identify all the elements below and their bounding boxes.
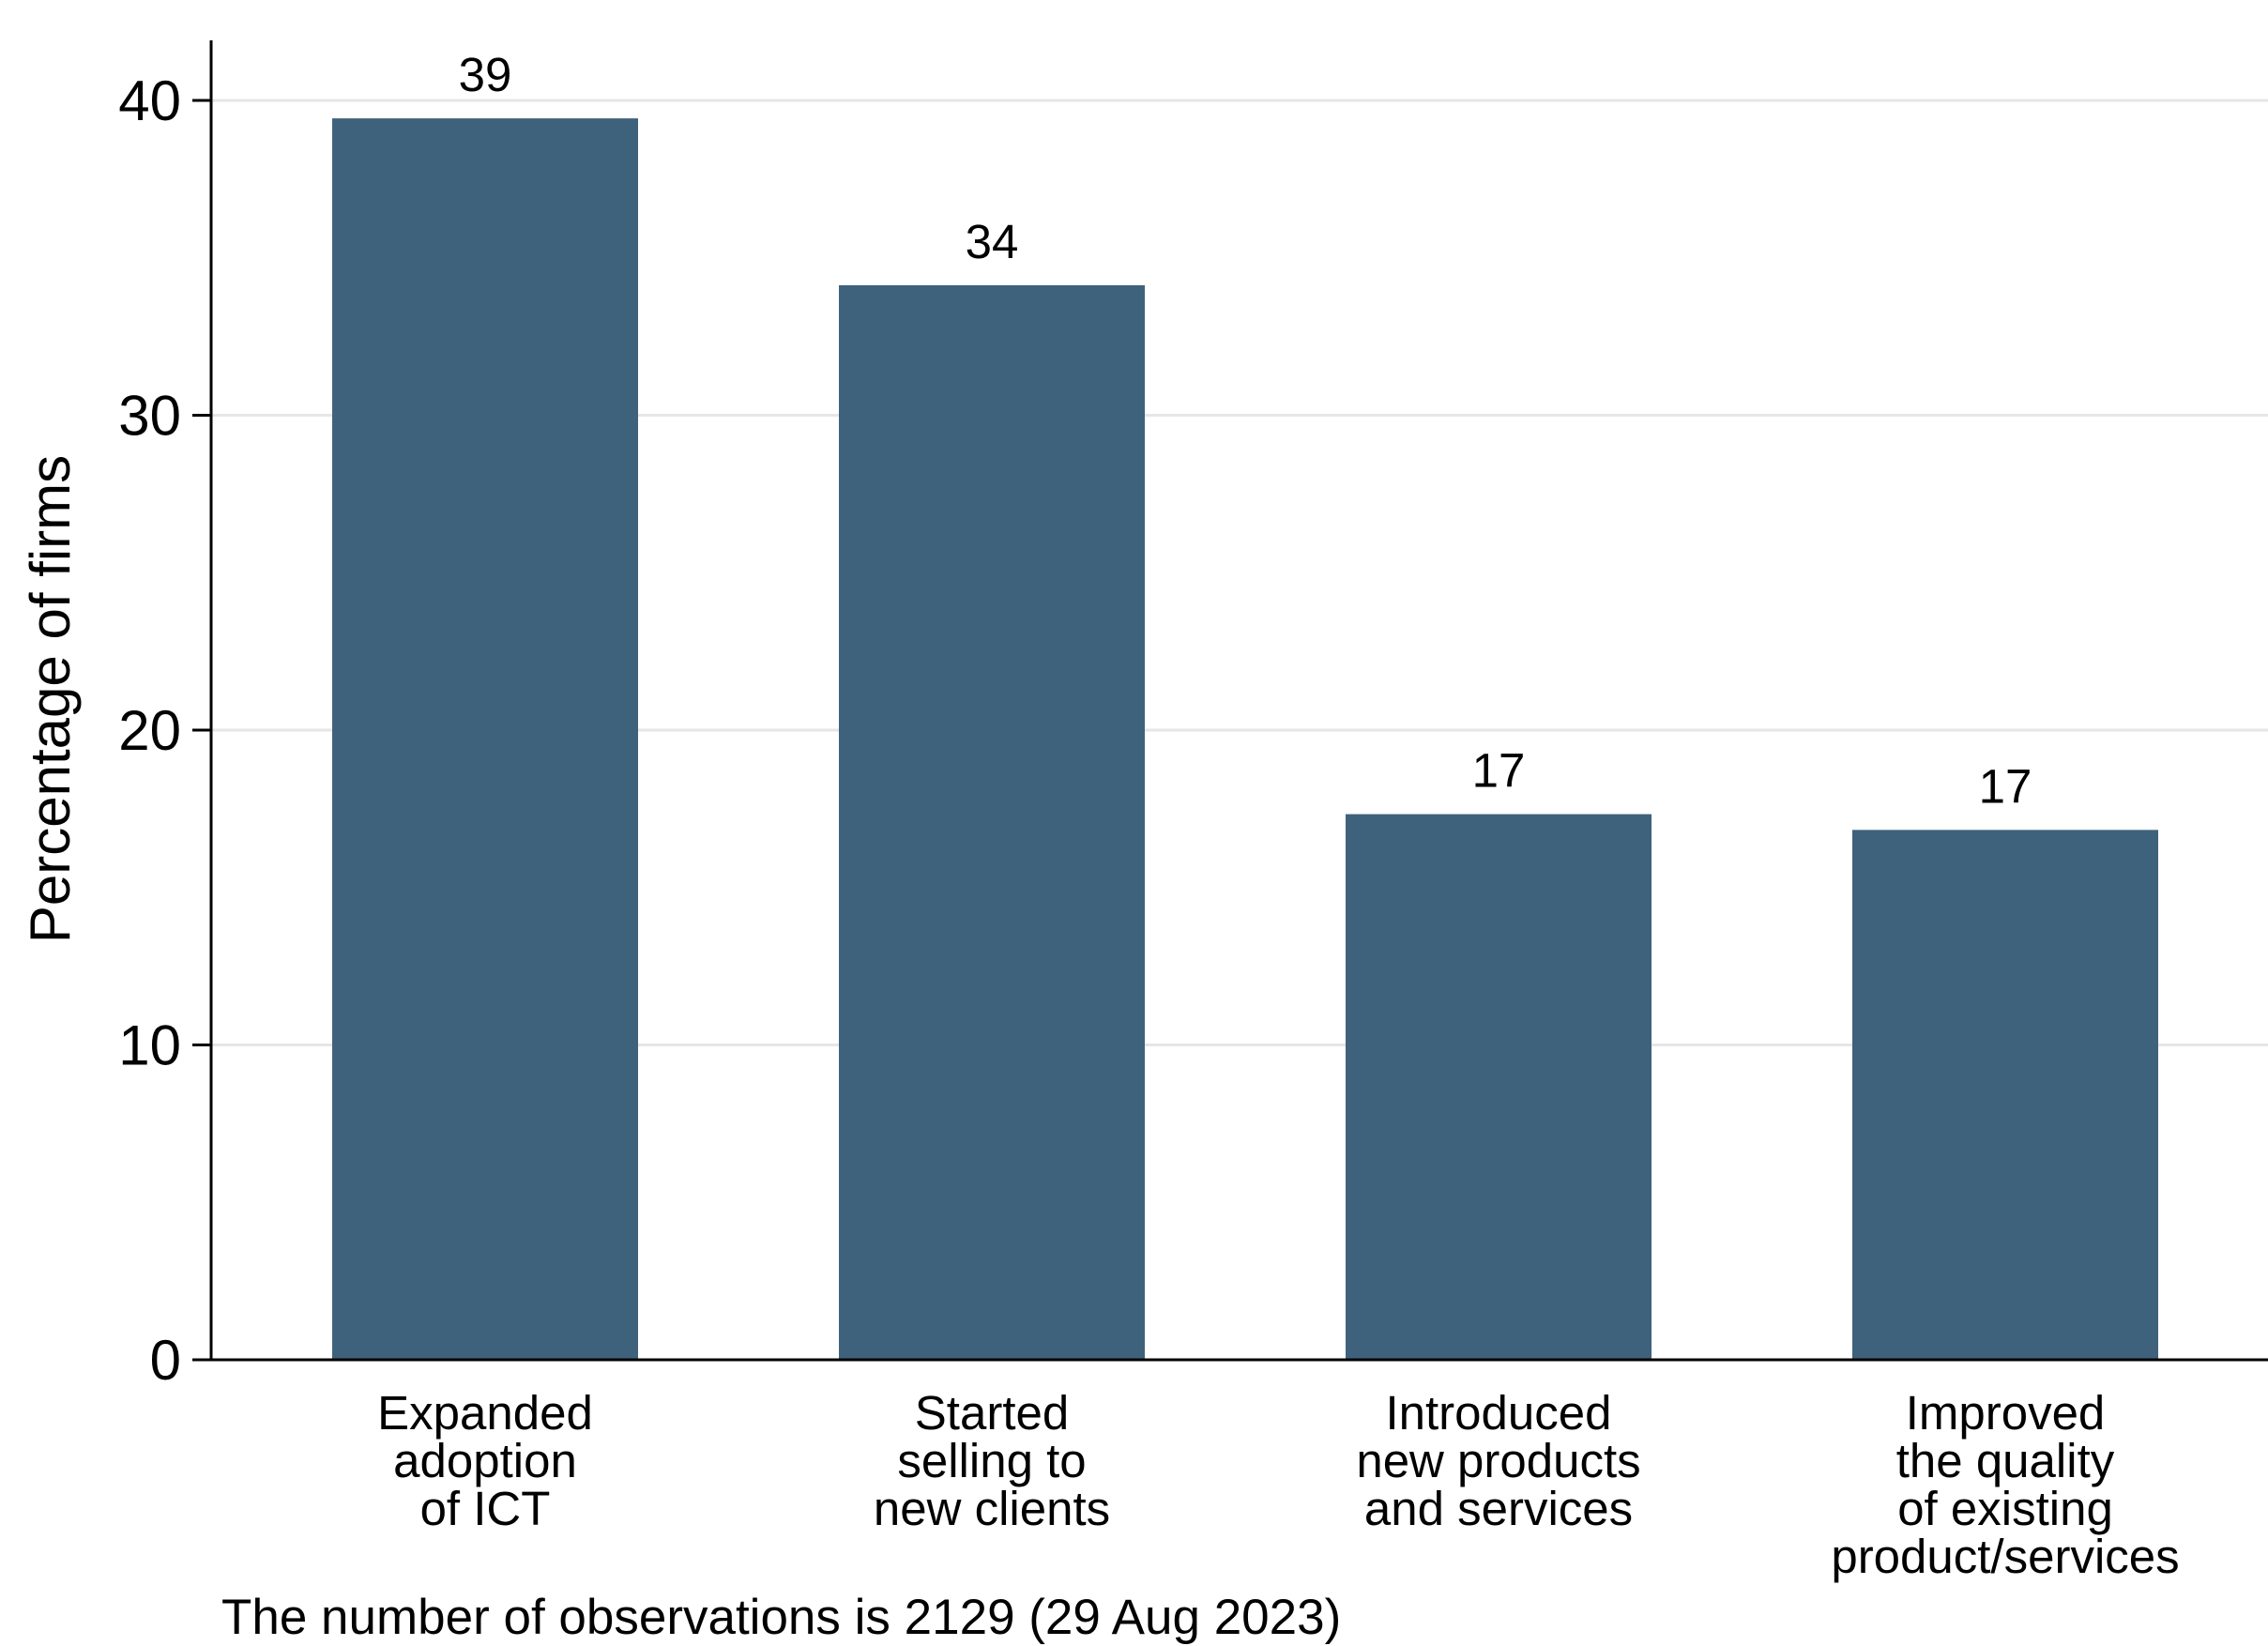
value-label: 17	[1472, 744, 1526, 798]
y-axis-title: Percentage of firms	[19, 455, 82, 943]
labels: 0 10 20 30 40 39 Expanded adoption of ICT 34 Start…	[118, 48, 2179, 1583]
bar	[839, 284, 1145, 1362]
y-tick-label: 40	[118, 69, 181, 132]
y-tick-label: 30	[118, 385, 181, 448]
category-label: Started selling to new clients	[874, 1386, 1110, 1535]
value-label: 39	[459, 48, 512, 101]
y-tick-label: 10	[118, 1014, 181, 1077]
bar	[1346, 814, 1652, 1361]
bar	[332, 118, 638, 1361]
category-label: Introduced new products and services	[1356, 1386, 1640, 1535]
category-label: Expanded adoption of ICT	[377, 1386, 593, 1535]
y-tick-label: 20	[118, 699, 181, 762]
value-label: 34	[966, 215, 1019, 268]
y-tick-label: 0	[150, 1329, 181, 1392]
observations-note: The number of observations is 2129 (29 A…	[221, 1590, 1342, 1645]
bar	[1852, 830, 2158, 1361]
value-label: 17	[1979, 759, 2032, 813]
category-label: Improved the quality of existing product/se…	[1831, 1386, 2179, 1583]
bars	[332, 118, 2158, 1362]
axes	[192, 40, 2268, 1362]
